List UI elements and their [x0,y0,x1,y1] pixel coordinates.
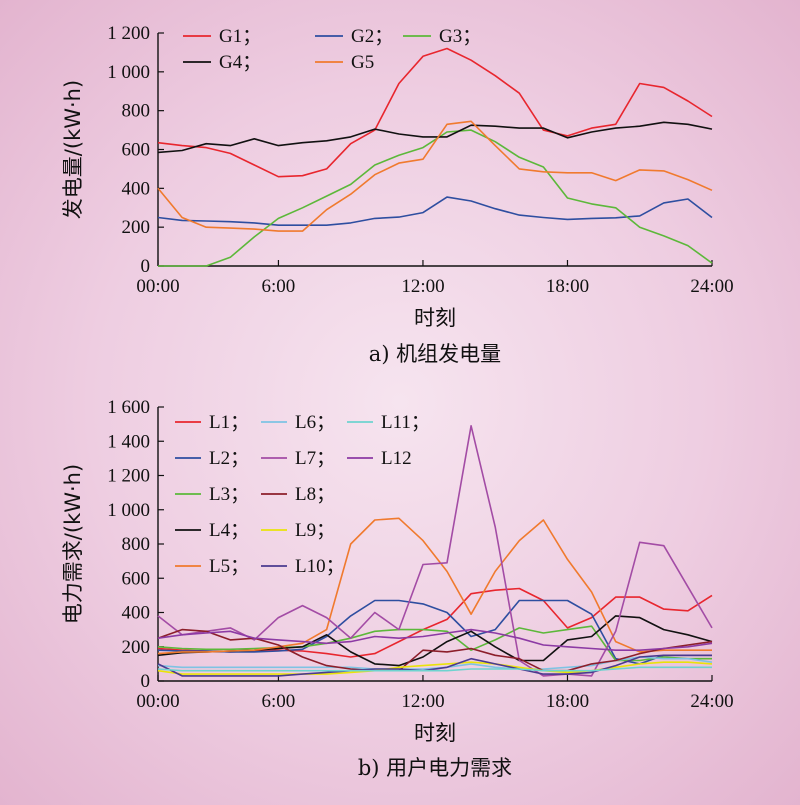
legend-label: G2； [351,26,393,47]
y-axis-title: 发电量/(kW·h) [61,80,85,219]
legend-label: L6； [295,412,335,433]
legend-item: L11； [347,412,430,433]
legend-item: L3； [175,484,249,505]
y-tick-label: 1 400 [107,431,150,452]
y-tick-label: 0 [141,671,151,692]
series-line-l2 [157,599,712,665]
legend-item: L5； [175,556,249,577]
y-tick-label: 400 [122,178,151,199]
y-tick-label: 1 000 [107,62,150,83]
legend-label: L8； [295,484,335,505]
legend-item: L6； [261,412,335,433]
chart-caption: b) 用户电力需求 [358,756,512,780]
legend-label: L1； [209,412,249,433]
legend-label: L9； [295,520,335,541]
legend-item: L4； [175,520,249,541]
legend-item: L12 [347,448,412,469]
x-tick-label: 00:00 [136,276,179,297]
x-tick-label: 24:00 [690,276,733,297]
chart-a: 0 200 400 600 800 1 000 1 200 00:00 6:00 12:00 18:… [61,23,734,366]
x-axis-title: 时刻 [414,306,456,330]
legend-item: L8； [261,484,335,505]
legend-label: L2； [209,448,249,469]
x-tick-label: 12:00 [401,691,444,712]
legend-label: L10； [295,556,345,577]
x-tick-label: 6:00 [262,276,296,297]
legend-label: L5； [209,556,249,577]
y-tick-label: 1 200 [107,23,150,44]
series-line-l3 [157,625,712,662]
series-line-g2 [157,196,713,226]
series-line-l5 [157,517,712,655]
legend-item: G2； [315,26,393,47]
series-line-l10 [157,654,712,677]
legend-item: L7； [261,448,335,469]
y-tick-label: 600 [122,140,151,161]
legend-item: L1； [175,412,249,433]
series-line-l6 [157,656,713,670]
y-tick-label: 1 600 [107,397,150,418]
series-line-g3 [158,129,713,267]
series-line-g1 [157,47,713,178]
chart-b: 0 200 400 600 800 1 000 1 200 1 400 1 600 00:00 6:… [61,397,734,780]
series-line-l8 [157,628,713,672]
y-tick-label: 800 [122,101,151,122]
legend-label: L4； [209,520,249,541]
series-line-l9 [157,661,713,675]
chart-caption: a) 机组发电量 [369,342,501,366]
legend-label: G4； [219,52,261,73]
y-tick-label: 200 [122,637,151,658]
x-tick-label: 24:00 [690,691,733,712]
x-tick-label: 00:00 [136,691,179,712]
y-tick-label: 200 [122,217,151,238]
legend-item: L2； [175,448,249,469]
legend-label: L12 [381,448,412,469]
legend-item: L9； [261,520,335,541]
series-line-g5 [157,120,713,232]
x-axis-title: 时刻 [414,721,456,745]
legend-item: G1； [183,26,261,47]
x-tick-label: 6:00 [262,691,296,712]
legend-label: G3； [439,26,481,47]
y-tick-label: 1 200 [107,466,150,487]
legend-label: G5 [351,52,374,73]
y-tick-label: 0 [141,256,151,277]
y-axis-title: 电力需求/(kW·h) [61,464,85,624]
legend-item: G4； [183,52,261,73]
x-tick-label: 12:00 [401,276,444,297]
y-tick-label: 800 [122,534,151,555]
legend-item: L10； [261,556,345,577]
legend-label: L11； [381,412,430,433]
legend-item: G3； [403,26,481,47]
legend-label: L3； [209,484,249,505]
y-tick-label: 600 [122,568,151,589]
legend-item: G5 [315,52,374,73]
series-line-g4 [157,121,713,154]
y-tick-label: 1 000 [107,500,150,521]
series-line-l12 [157,628,713,652]
legend-label: G1； [219,26,261,47]
legend-label: L7； [295,448,335,469]
y-tick-label: 400 [122,603,151,624]
series-line-l11 [157,666,712,672]
x-tick-label: 18:00 [546,276,589,297]
x-tick-label: 18:00 [546,691,589,712]
